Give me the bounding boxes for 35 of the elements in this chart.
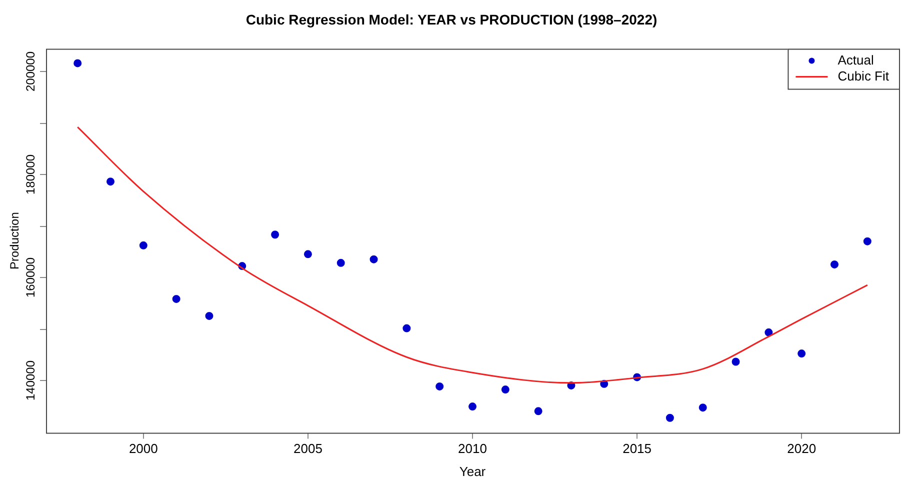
point <box>732 358 740 366</box>
x-tick-label: 2010 <box>458 441 487 456</box>
point <box>666 414 674 422</box>
y-tick-label: 180000 <box>23 154 38 195</box>
chart-title: Cubic Regression Model: YEAR vs PRODUCTION (1998–2022) <box>246 11 658 28</box>
point <box>402 324 411 332</box>
legend-label: Actual <box>838 52 874 68</box>
x-tick-label: 2000 <box>128 441 158 456</box>
point <box>139 241 148 250</box>
y-axis-title: Production <box>8 212 22 270</box>
point <box>74 59 82 68</box>
point <box>336 258 345 267</box>
y-tick-label: 140000 <box>23 360 38 401</box>
point <box>304 250 312 258</box>
x-tick-label: 2015 <box>622 441 652 456</box>
point <box>436 382 444 390</box>
point <box>534 407 542 416</box>
y-tick-label: 160000 <box>23 257 38 298</box>
y-tick-label: 200000 <box>23 51 38 92</box>
point <box>764 328 773 336</box>
point <box>863 237 872 246</box>
point <box>106 178 114 186</box>
x-tick-label: 2005 <box>293 441 322 456</box>
point <box>271 230 280 239</box>
x-tick-label: 2020 <box>787 441 816 456</box>
point <box>172 294 180 303</box>
point <box>798 350 806 358</box>
point <box>205 312 214 320</box>
point <box>698 404 707 412</box>
x-axis-title: Year <box>459 464 486 479</box>
legend-label: Cubic Fit <box>838 68 890 84</box>
point <box>370 255 378 264</box>
point <box>830 260 838 268</box>
point <box>501 386 510 394</box>
point <box>468 402 476 411</box>
